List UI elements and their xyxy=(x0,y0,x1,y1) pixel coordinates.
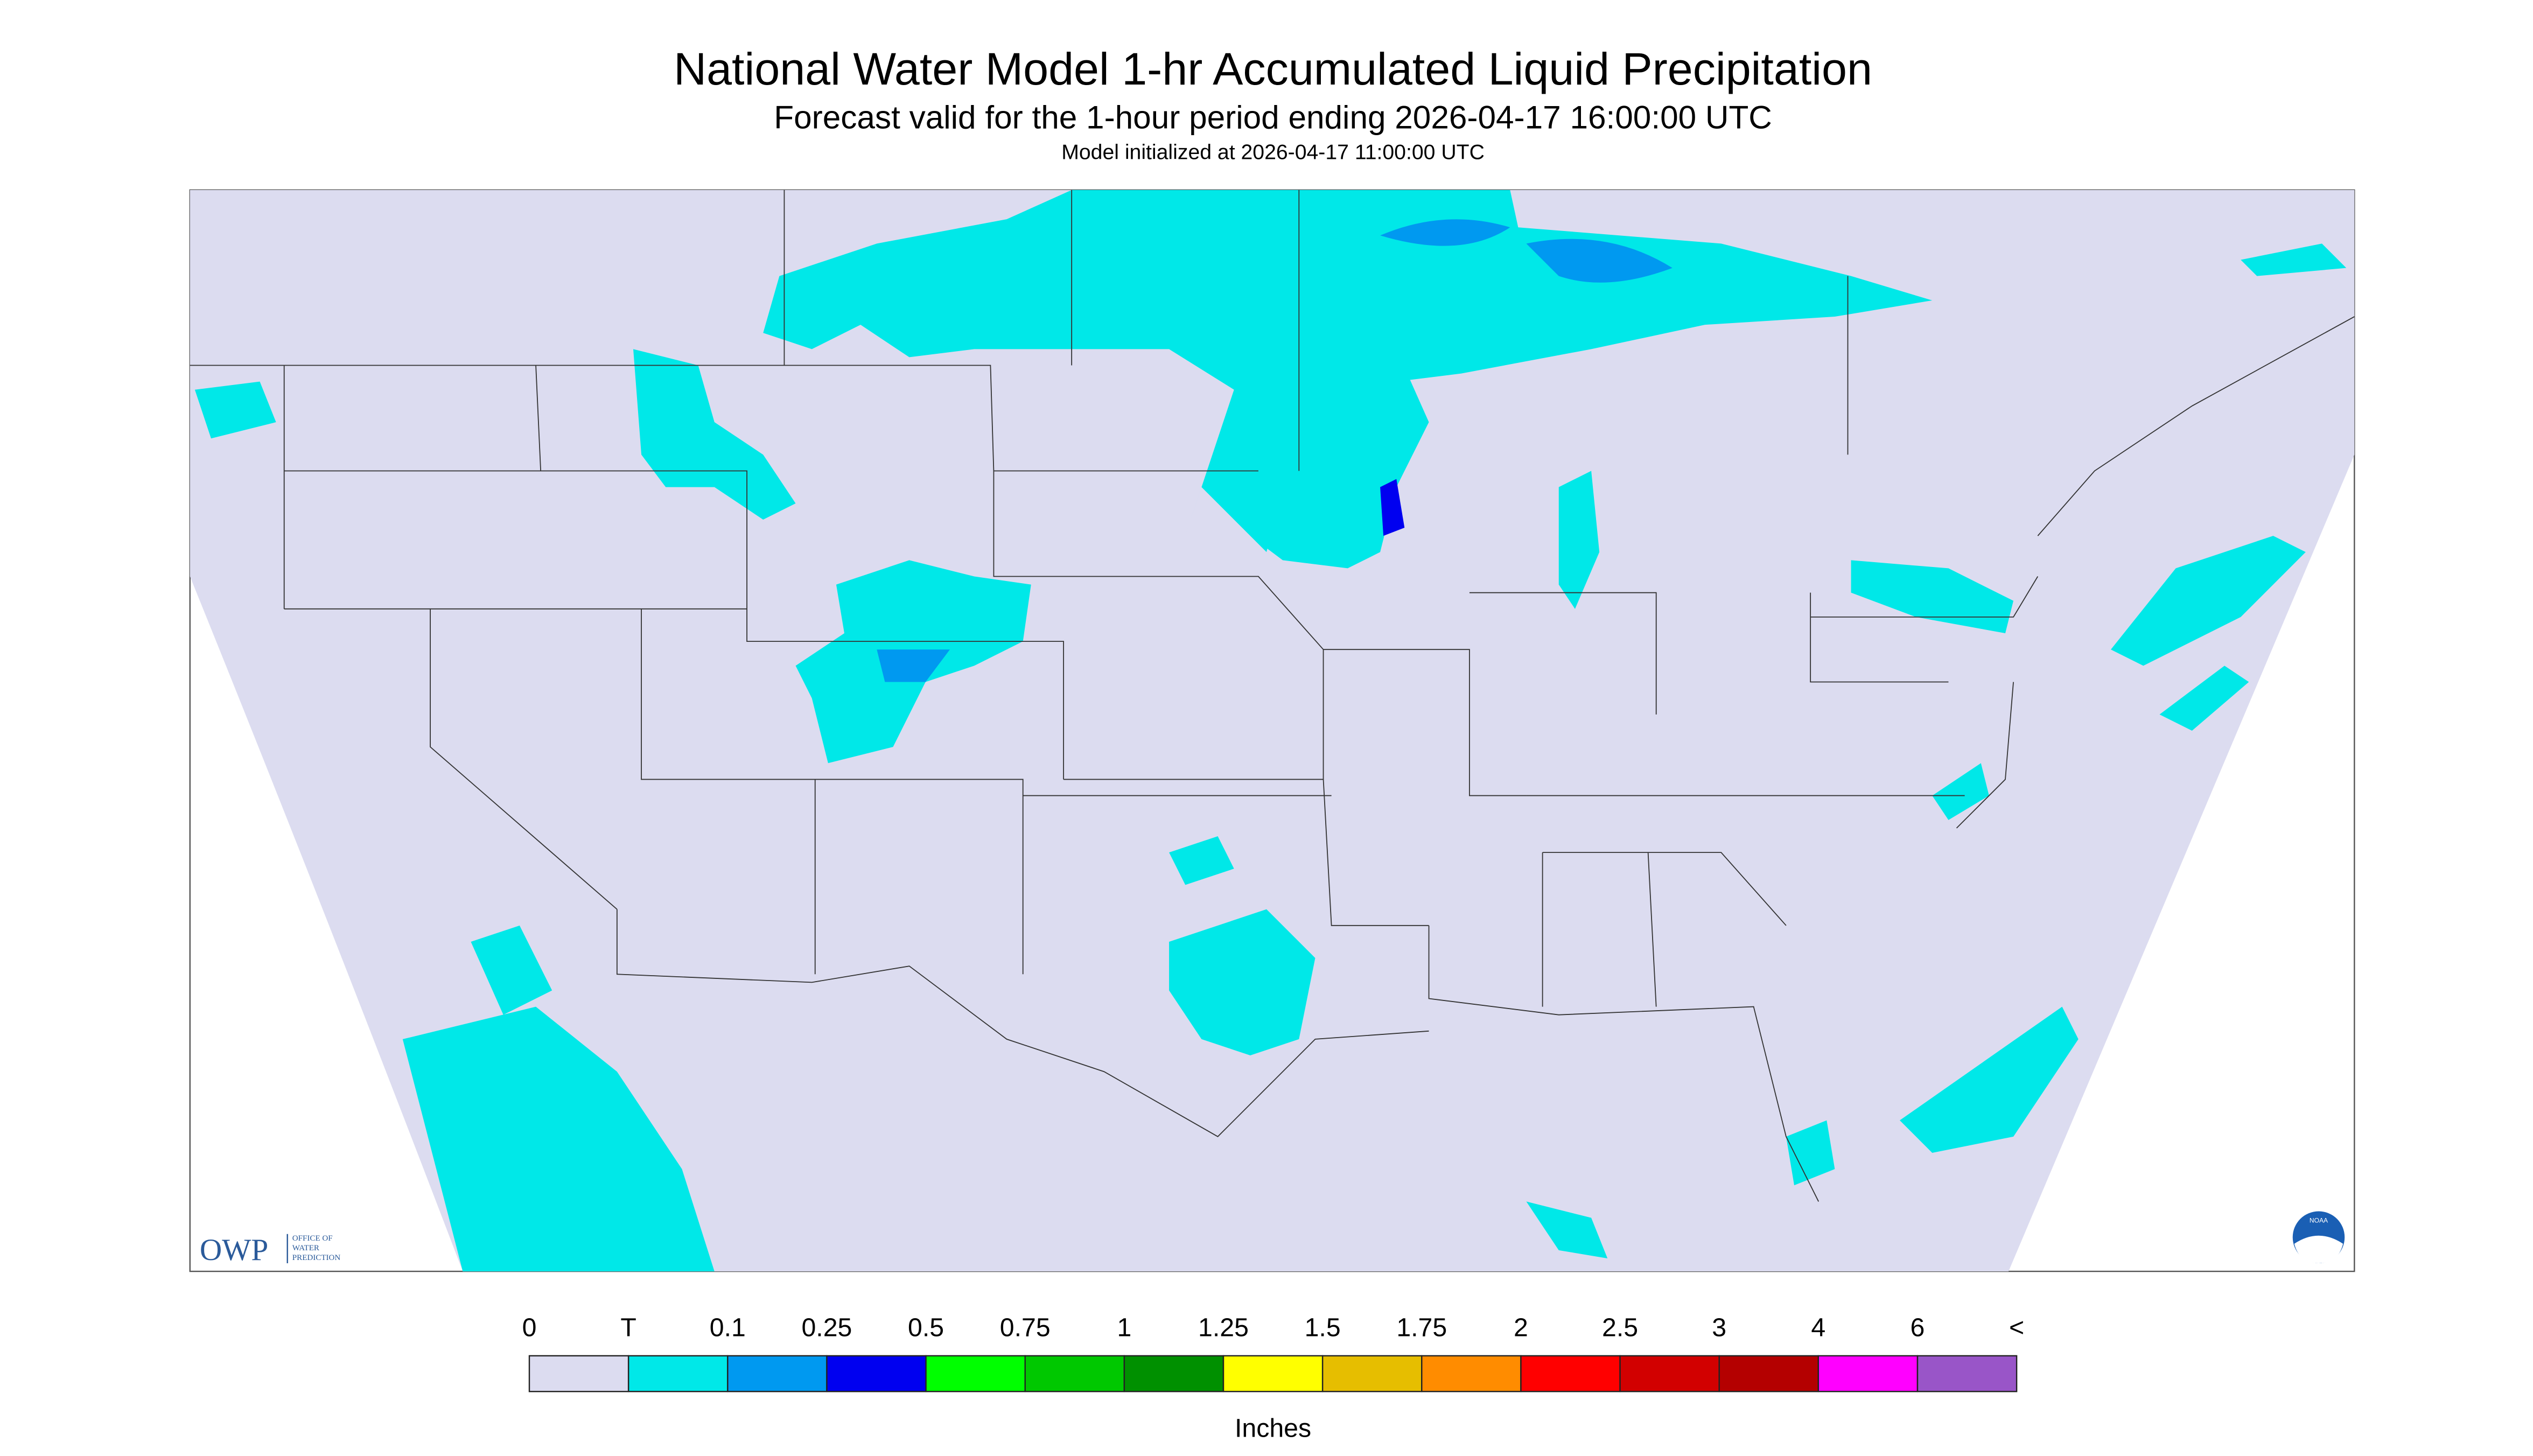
legend-unit: Inches xyxy=(1235,1414,1311,1443)
subtitle: Forecast valid for the 1-hour period end… xyxy=(774,99,1772,135)
legend-label: 0 xyxy=(522,1313,537,1342)
noaa-text: NOAA xyxy=(2310,1217,2328,1224)
logo-line: PREDICTION xyxy=(292,1254,341,1262)
legend-swatch xyxy=(727,1355,828,1392)
legend-swatch xyxy=(1619,1355,1720,1392)
state-borders xyxy=(190,190,2355,1202)
title: National Water Model 1-hr Accumulated Li… xyxy=(674,44,1872,94)
map: OWP OFFICE OF WATER PREDICTION NOAA xyxy=(189,189,2355,1272)
legend-label: 2 xyxy=(1514,1313,1528,1342)
legend-label: 6 xyxy=(1911,1313,1925,1342)
legend-swatch xyxy=(1718,1355,1820,1392)
legend-swatch xyxy=(1321,1355,1423,1392)
legend-label: 0.1 xyxy=(710,1313,746,1342)
logo-line: OFFICE OF xyxy=(292,1234,333,1243)
legend-label: 0.25 xyxy=(801,1313,852,1342)
legend-swatch xyxy=(1024,1355,1125,1392)
legend-label: 3 xyxy=(1712,1313,1726,1342)
noaa-wave xyxy=(2294,1235,2343,1264)
legend-swatch xyxy=(1520,1355,1621,1392)
legend-swatch xyxy=(826,1355,927,1392)
legend-swatch xyxy=(1222,1355,1324,1392)
precip-areas xyxy=(194,190,2347,1272)
legend-swatch xyxy=(1421,1355,1522,1392)
legend-label: 0.75 xyxy=(1000,1313,1051,1342)
legend-label: 1 xyxy=(1117,1313,1131,1342)
legend-swatch xyxy=(925,1355,1026,1392)
logo: OWP OFFICE OF WATER PREDICTION NOAA xyxy=(200,1211,2345,1267)
legend-swatch xyxy=(627,1355,729,1392)
legend-label: < xyxy=(2009,1313,2024,1342)
legend-swatch xyxy=(1123,1355,1224,1392)
legend-label: 1.5 xyxy=(1305,1313,1341,1342)
logo-line: WATER xyxy=(292,1244,320,1252)
legend-label: 2.5 xyxy=(1602,1313,1638,1342)
legend-label: 0.5 xyxy=(908,1313,944,1342)
logo-acronym: OWP xyxy=(200,1233,268,1267)
legend-label: 1.75 xyxy=(1396,1313,1447,1342)
legend-swatch xyxy=(1916,1355,2018,1392)
legend-label: 4 xyxy=(1811,1313,1825,1342)
init-time: Model initialized at 2026-04-17 11:00:00… xyxy=(1061,141,1485,164)
legend: 0 T 0.1 0.25 0.5 0.75 1 1.25 1.5 1.75 2 2.5 3 4 6 < xyxy=(522,1313,2024,1392)
legend-label: T xyxy=(620,1313,636,1342)
legend-swatch xyxy=(1817,1355,1919,1392)
legend-swatch xyxy=(528,1355,629,1392)
legend-label: 1.25 xyxy=(1198,1313,1249,1342)
